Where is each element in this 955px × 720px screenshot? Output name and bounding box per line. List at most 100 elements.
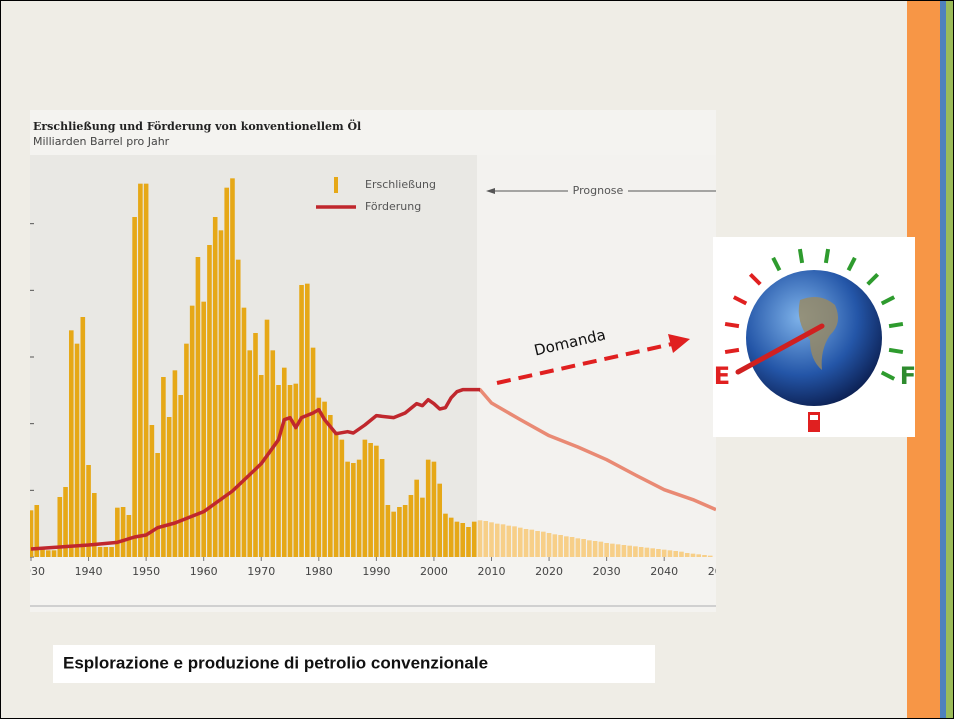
gauge-empty: E — [714, 362, 730, 390]
bar — [127, 515, 132, 557]
bar — [483, 521, 488, 557]
gauge-tick — [889, 350, 903, 352]
chart-subtitle: Milliarden Barrel pro Jahr — [33, 135, 170, 148]
bar — [599, 542, 604, 557]
bar — [426, 460, 431, 557]
bar — [633, 546, 638, 557]
x-tick-label: 1950 — [132, 565, 160, 578]
bar — [535, 531, 540, 557]
bar — [138, 184, 143, 557]
bar — [466, 527, 471, 557]
bar — [219, 230, 224, 557]
pump-window — [810, 415, 818, 420]
bar — [622, 545, 627, 557]
bar — [293, 384, 298, 557]
bar — [564, 536, 569, 557]
bar — [506, 526, 511, 557]
x-tick-label: 2040 — [650, 565, 678, 578]
forecast-label: Prognose — [573, 184, 624, 197]
bar — [121, 507, 126, 557]
bar — [386, 505, 391, 557]
bar — [553, 534, 558, 557]
x-tick-label: 2010 — [478, 565, 506, 578]
gauge: E F — [713, 237, 916, 437]
bar — [109, 547, 114, 557]
bar — [201, 302, 206, 557]
bar — [696, 554, 701, 557]
bar — [650, 548, 655, 557]
bar — [340, 440, 345, 557]
bar — [529, 530, 534, 557]
bar — [81, 317, 86, 557]
bar — [489, 522, 494, 557]
bar — [685, 553, 690, 557]
bar — [570, 537, 575, 557]
bar — [437, 484, 442, 557]
bar — [363, 440, 368, 557]
bar — [673, 551, 678, 557]
bar — [403, 505, 408, 557]
bar — [115, 508, 120, 557]
bar — [311, 348, 316, 557]
bar — [524, 529, 529, 557]
bar — [247, 350, 252, 557]
accent-blue — [940, 1, 946, 718]
gauge-tick — [725, 350, 739, 352]
bar — [409, 495, 414, 557]
bar — [132, 217, 137, 557]
bar — [184, 344, 189, 557]
bar — [150, 425, 155, 557]
bar — [265, 320, 270, 557]
bar — [282, 368, 287, 557]
bar — [581, 539, 586, 557]
legend-label: Erschließung — [365, 178, 436, 191]
bar — [224, 188, 229, 557]
bar — [276, 385, 281, 557]
bar — [144, 184, 149, 557]
bar — [75, 344, 80, 557]
gauge-full: F — [900, 362, 916, 390]
x-tick-label: 1980 — [305, 565, 333, 578]
chart-title: Erschließung und Förderung von konventio… — [33, 119, 361, 133]
bar — [495, 524, 500, 557]
chart: Erschließung und Förderung von konventio… — [17, 110, 736, 612]
bar — [328, 415, 333, 557]
bar — [190, 306, 195, 557]
bar — [270, 350, 275, 557]
bar — [173, 370, 178, 557]
bar — [230, 178, 235, 557]
bar — [691, 554, 696, 557]
bar — [587, 540, 592, 557]
bar — [374, 446, 379, 557]
page: Erschließung und Förderung von konventio… — [0, 0, 955, 720]
bar — [380, 459, 385, 557]
bar — [616, 544, 621, 557]
legend-swatch — [334, 177, 338, 193]
bar — [98, 547, 103, 557]
legend-label: Förderung — [365, 200, 421, 213]
bar — [662, 550, 667, 557]
bar — [317, 398, 322, 557]
bar — [305, 284, 310, 557]
bar — [178, 395, 183, 557]
bar — [167, 417, 172, 557]
bar — [288, 385, 293, 557]
bar — [104, 547, 109, 557]
bar — [708, 556, 713, 557]
x-tick-label: 1970 — [247, 565, 275, 578]
caption: Esplorazione e produzione di petrolio co… — [63, 653, 488, 672]
bar — [357, 460, 362, 557]
bar — [501, 524, 506, 557]
bar — [322, 402, 327, 557]
bar — [52, 550, 57, 557]
gauge-tick — [889, 324, 903, 326]
bar — [558, 535, 563, 557]
bar — [593, 541, 598, 557]
accent-green — [946, 1, 953, 718]
bar — [455, 522, 460, 557]
bar — [443, 514, 448, 557]
bar — [368, 443, 373, 557]
bar — [414, 480, 419, 557]
bar — [518, 528, 523, 557]
bar — [472, 522, 477, 557]
